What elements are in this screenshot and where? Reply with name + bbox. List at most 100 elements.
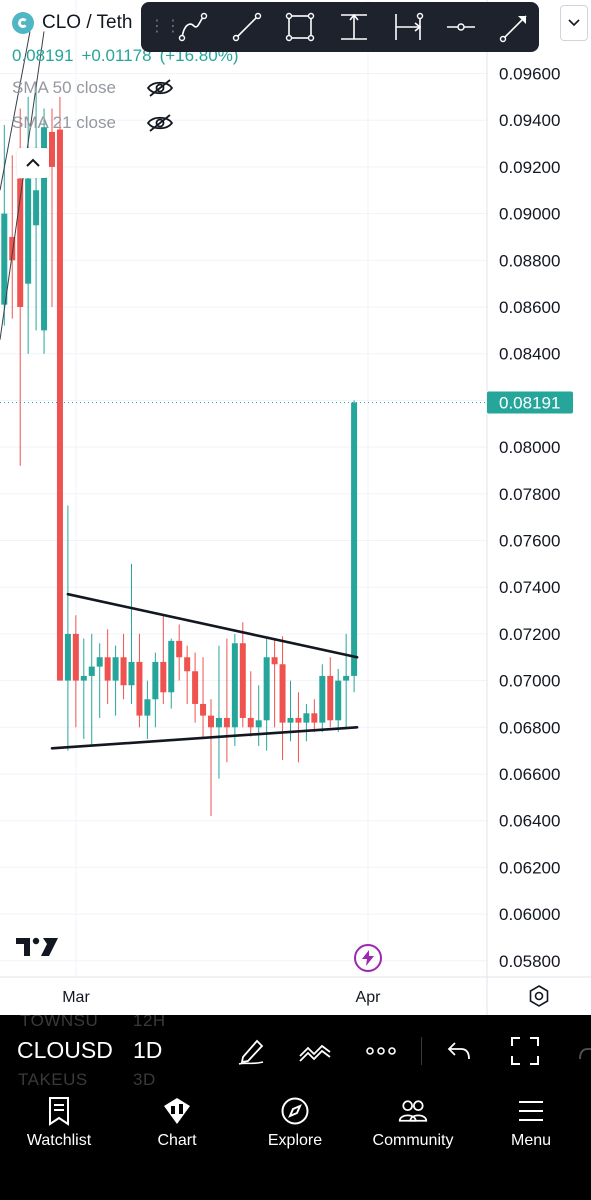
symbol-title[interactable]: CLO / Teth	[42, 12, 133, 33]
indicators-icon	[299, 1044, 331, 1062]
price-tick-label: 0.09400	[499, 111, 560, 130]
settings-icon[interactable]	[527, 984, 551, 1008]
nav-community[interactable]: Community	[358, 1096, 468, 1166]
chart-dropdown-button[interactable]	[560, 5, 588, 41]
price-tick-label: 0.07000	[499, 672, 560, 691]
candle-down	[200, 703, 207, 716]
candle-down	[192, 671, 199, 704]
price-tick-label: 0.07600	[499, 532, 560, 551]
candle-down	[208, 715, 214, 728]
trendline[interactable]	[66, 592, 359, 659]
toolbar-divider	[421, 1037, 422, 1065]
price-tick-label: 0.07800	[499, 485, 560, 504]
candle-down	[295, 717, 302, 723]
redo-button[interactable]	[572, 1033, 591, 1069]
date-range-icon[interactable]	[384, 7, 432, 47]
price-tick-label: 0.07200	[499, 625, 560, 644]
nav-menu[interactable]: Menu	[476, 1096, 586, 1166]
chevron-up-icon	[26, 158, 40, 167]
indicator-sma50[interactable]: SMA 50 close	[12, 78, 174, 98]
drawing-tools-button[interactable]	[233, 1033, 269, 1069]
coin-logo-icon	[12, 12, 34, 34]
nav-label: Community	[372, 1132, 454, 1149]
candle-down	[271, 657, 278, 665]
drawing-toolbar[interactable]: ⋮⋮	[141, 2, 539, 52]
candle-up	[96, 657, 103, 667]
indicator-label: SMA 21 close	[12, 113, 116, 132]
candle-down	[72, 633, 79, 681]
candle-up	[33, 190, 40, 226]
more-button[interactable]	[363, 1033, 399, 1069]
candle-up	[80, 675, 87, 681]
price-tick-label: 0.06400	[499, 812, 560, 831]
time-tick-label: Apr	[356, 989, 382, 1006]
candle-down	[56, 129, 63, 681]
indicators-button[interactable]	[297, 1033, 333, 1069]
candle-up	[215, 717, 222, 728]
collapse-legend-button[interactable]	[17, 148, 49, 178]
community-icon	[398, 1100, 428, 1122]
price-tick-label: 0.09200	[499, 158, 560, 177]
trend-line-icon[interactable]	[223, 7, 271, 47]
trendline[interactable]	[50, 725, 359, 750]
candle-down	[279, 664, 286, 723]
candle-down	[327, 675, 334, 721]
price-tick-label: 0.06600	[499, 765, 560, 784]
eye-off-icon[interactable]	[146, 78, 174, 98]
candle-up	[303, 713, 310, 723]
price-range-icon[interactable]	[330, 7, 378, 47]
candle-down	[247, 717, 254, 728]
tradingview-logo-icon[interactable]	[16, 936, 58, 958]
candle-up	[319, 675, 326, 723]
ghost-interval-above: 12H	[133, 1015, 166, 1030]
price-tick-label: 0.08600	[499, 298, 560, 317]
nav-explore[interactable]: Explore	[240, 1096, 350, 1166]
interval-picker[interactable]: 1D	[133, 1037, 163, 1063]
undo-button[interactable]	[441, 1033, 477, 1069]
price-tick-label: 0.08000	[499, 438, 560, 457]
candle-up	[287, 717, 294, 723]
candle-up	[144, 699, 151, 716]
candle-up	[255, 720, 262, 728]
ghost-interval-below: 3D	[133, 1070, 156, 1088]
candle-down	[176, 640, 183, 658]
pen-icon	[238, 1039, 264, 1065]
candle-down	[9, 236, 16, 261]
path-tool-icon[interactable]	[169, 7, 217, 47]
current-price-badge	[487, 391, 573, 414]
candle-up	[343, 675, 350, 681]
candle-up	[152, 661, 159, 700]
price-chart[interactable]: 0.09600 0.09400 0.09200 0.09000 0.08800 0.086…	[0, 0, 591, 1015]
eye-off-icon[interactable]	[146, 113, 174, 133]
current-price-label: 0.08191	[499, 394, 560, 413]
price-tick-label: 0.07400	[499, 578, 560, 597]
lightning-button[interactable]	[354, 944, 382, 972]
compass-icon	[281, 1097, 309, 1125]
chart-area[interactable]: 0.09600 0.09400 0.09200 0.09000 0.08800 0.086…	[0, 0, 591, 1015]
drag-handle-icon[interactable]: ⋮⋮	[149, 18, 181, 35]
fullscreen-button[interactable]	[507, 1033, 543, 1069]
nav-chart[interactable]: Chart	[122, 1096, 232, 1166]
candle-up	[1, 213, 8, 305]
candle-up	[351, 402, 358, 676]
nav-watchlist[interactable]: Watchlist	[4, 1096, 114, 1166]
rectangle-icon[interactable]	[276, 7, 324, 47]
symbol-picker[interactable]: CLOUSD	[17, 1037, 113, 1063]
arrow-icon[interactable]	[491, 7, 539, 47]
candle-up	[128, 661, 135, 686]
price-change: +0.01178	[81, 46, 152, 65]
symbol-row[interactable]: CLO / Teth	[12, 12, 132, 34]
price-tick-label: 0.09000	[499, 205, 560, 224]
horizontal-ray-icon[interactable]	[438, 7, 486, 47]
candle-down	[17, 178, 24, 307]
candle-up	[335, 680, 342, 721]
candle-up	[231, 643, 238, 728]
candle-up	[41, 127, 48, 331]
indicator-sma21[interactable]: SMA 21 close	[12, 113, 174, 133]
lightning-icon	[362, 950, 374, 966]
time-tick-label: Mar	[62, 989, 90, 1006]
fullscreen-icon	[511, 1037, 539, 1065]
candle-up	[112, 657, 119, 681]
price-tick-label: 0.08800	[499, 251, 560, 270]
sma-line	[0, 31, 31, 191]
